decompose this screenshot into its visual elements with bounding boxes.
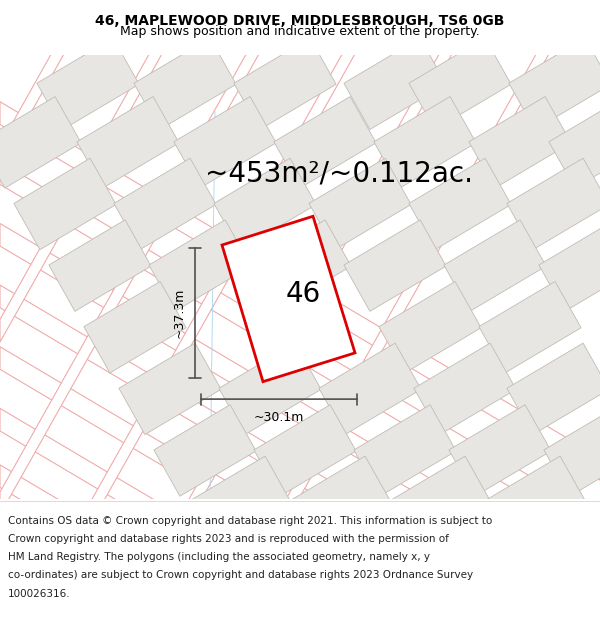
Polygon shape	[0, 465, 600, 625]
Polygon shape	[374, 97, 476, 188]
Polygon shape	[0, 102, 600, 480]
Text: 46, MAPLEWOOD DRIVE, MIDDLESBROUGH, TS6 0GB: 46, MAPLEWOOD DRIVE, MIDDLESBROUGH, TS6 …	[95, 14, 505, 28]
Polygon shape	[479, 281, 581, 373]
Text: Contains OS data © Crown copyright and database right 2021. This information is : Contains OS data © Crown copyright and d…	[8, 516, 492, 526]
Polygon shape	[319, 343, 421, 434]
Polygon shape	[249, 220, 351, 311]
Polygon shape	[0, 408, 600, 625]
Polygon shape	[154, 405, 256, 496]
Text: ~30.1m: ~30.1m	[254, 411, 304, 424]
Text: 46: 46	[286, 280, 321, 308]
Polygon shape	[444, 220, 546, 311]
Polygon shape	[0, 224, 600, 602]
Polygon shape	[49, 220, 151, 311]
Polygon shape	[214, 158, 316, 249]
Polygon shape	[14, 158, 116, 249]
Polygon shape	[449, 405, 551, 496]
Text: Map shows position and indicative extent of the property.: Map shows position and indicative extent…	[120, 26, 480, 39]
Text: Crown copyright and database rights 2023 and is reproduced with the permission o: Crown copyright and database rights 2023…	[8, 534, 449, 544]
Polygon shape	[0, 162, 600, 540]
Polygon shape	[134, 38, 236, 129]
Polygon shape	[354, 405, 456, 496]
Polygon shape	[0, 0, 600, 168]
Polygon shape	[174, 97, 276, 188]
Polygon shape	[0, 0, 600, 342]
Polygon shape	[414, 343, 516, 434]
Text: HM Land Registry. The polygons (including the associated geometry, namely x, y: HM Land Registry. The polygons (includin…	[8, 552, 430, 562]
Polygon shape	[149, 220, 251, 311]
Polygon shape	[37, 38, 139, 129]
Text: ~453m²/~0.112ac.: ~453m²/~0.112ac.	[205, 159, 473, 187]
Text: co-ordinates) are subject to Crown copyright and database rights 2023 Ordnance S: co-ordinates) are subject to Crown copyr…	[8, 571, 473, 581]
Polygon shape	[254, 405, 356, 496]
Polygon shape	[469, 97, 571, 188]
Polygon shape	[544, 405, 600, 496]
Polygon shape	[509, 38, 600, 129]
Polygon shape	[409, 158, 511, 249]
Polygon shape	[222, 216, 355, 382]
Polygon shape	[0, 285, 600, 625]
Polygon shape	[0, 0, 600, 514]
Polygon shape	[507, 343, 600, 434]
Polygon shape	[0, 347, 600, 625]
Polygon shape	[344, 220, 446, 311]
Polygon shape	[84, 281, 186, 373]
Polygon shape	[549, 97, 600, 188]
Polygon shape	[389, 456, 491, 548]
Polygon shape	[114, 158, 216, 249]
Polygon shape	[344, 38, 446, 129]
Text: ~37.3m: ~37.3m	[173, 288, 185, 338]
Polygon shape	[309, 158, 411, 249]
Polygon shape	[219, 343, 321, 434]
Polygon shape	[507, 158, 600, 249]
Polygon shape	[119, 343, 221, 434]
Polygon shape	[274, 97, 376, 188]
Polygon shape	[409, 38, 511, 129]
Text: 100026316.: 100026316.	[8, 589, 71, 599]
Polygon shape	[539, 220, 600, 311]
Polygon shape	[379, 281, 481, 373]
Polygon shape	[0, 97, 81, 188]
Polygon shape	[77, 97, 179, 188]
Polygon shape	[234, 38, 336, 129]
Polygon shape	[289, 456, 391, 548]
Polygon shape	[189, 456, 291, 548]
Polygon shape	[484, 456, 586, 548]
